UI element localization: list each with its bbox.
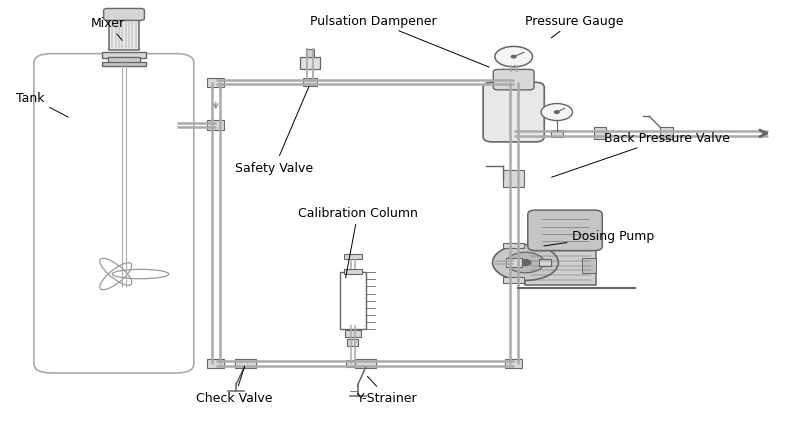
Bar [503,277,524,283]
Bar [302,79,317,87]
Text: Check Valve: Check Valve [196,366,273,404]
Circle shape [511,56,516,59]
Bar [108,58,140,64]
Bar [538,260,551,266]
Bar [207,359,224,368]
Text: Back Pressure Valve: Back Pressure Valve [551,132,730,178]
FancyBboxPatch shape [104,10,145,21]
Bar [102,63,146,66]
Bar [503,243,524,249]
Bar [550,131,563,138]
Text: Dosing Pump: Dosing Pump [544,230,654,247]
Bar [505,129,522,139]
Bar [109,19,139,51]
FancyBboxPatch shape [528,210,602,251]
Bar [505,359,522,368]
Text: Pressure Gauge: Pressure Gauge [526,15,624,39]
Text: Pulsation Dampener: Pulsation Dampener [310,15,489,68]
Bar [502,135,526,141]
Bar [505,79,522,88]
FancyBboxPatch shape [483,83,544,143]
Circle shape [493,245,558,281]
Bar [506,259,522,267]
Bar [235,359,256,368]
Bar [344,254,362,260]
Text: Safety Valve: Safety Valve [235,88,314,174]
Bar [355,359,376,368]
Bar [582,258,596,273]
FancyBboxPatch shape [494,70,534,91]
Bar [344,270,362,275]
Bar [306,50,314,57]
Bar [502,84,526,90]
Circle shape [520,260,531,266]
Bar [594,128,606,140]
Bar [345,331,361,337]
Bar [207,121,224,130]
Bar [526,247,596,285]
Text: Mixer: Mixer [90,17,125,41]
Bar [341,272,366,330]
Circle shape [495,47,533,68]
Bar [102,53,146,59]
Bar [300,58,320,69]
Bar [207,79,224,88]
Bar [503,170,524,187]
Bar [347,339,358,346]
Bar [346,360,360,368]
Circle shape [554,112,559,114]
Text: Y-Strainer: Y-Strainer [357,376,418,404]
Text: Tank: Tank [16,92,68,118]
Text: Calibration Column: Calibration Column [298,206,418,278]
Circle shape [541,104,573,121]
Bar [660,128,673,140]
Circle shape [506,253,544,273]
